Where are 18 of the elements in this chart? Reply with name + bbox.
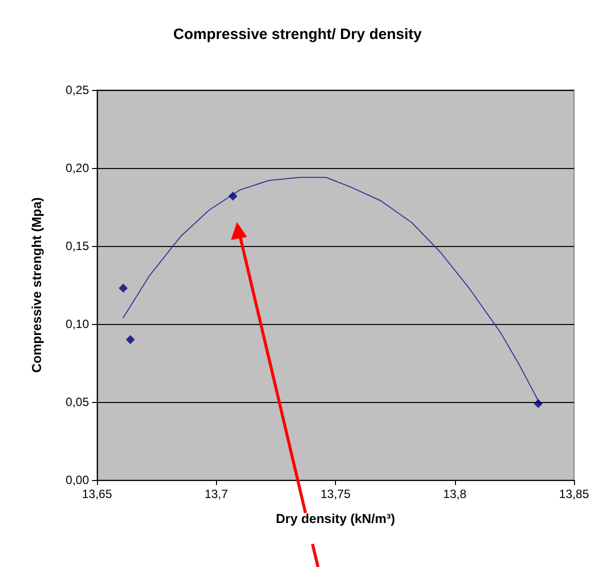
x-tick-label: 13,7 xyxy=(204,487,228,501)
point xyxy=(228,192,238,201)
y-tick-label: 0,00 xyxy=(66,473,90,487)
y-axis-title: Compressive strenght (Mpa) xyxy=(29,197,44,373)
y-tick-label: 0,25 xyxy=(66,83,90,97)
x-tick-label: 13,75 xyxy=(320,487,351,501)
x-tick-label: 13,8 xyxy=(443,487,467,501)
chart-title: Compressive strenght/ Dry density xyxy=(173,26,422,43)
x-tick-label: 13,65 xyxy=(82,487,112,501)
x-axis-title: Dry density (kN/m³) xyxy=(276,511,396,526)
y-tick-label: 0,10 xyxy=(66,317,90,331)
y-tick-label: 0,05 xyxy=(66,395,90,409)
point xyxy=(126,335,135,344)
x-tick-label: 13,85 xyxy=(558,487,590,501)
point xyxy=(534,399,543,408)
point xyxy=(118,284,128,293)
y-tick-label: 0,20 xyxy=(66,161,90,175)
y-tick-label: 0,15 xyxy=(66,239,90,253)
